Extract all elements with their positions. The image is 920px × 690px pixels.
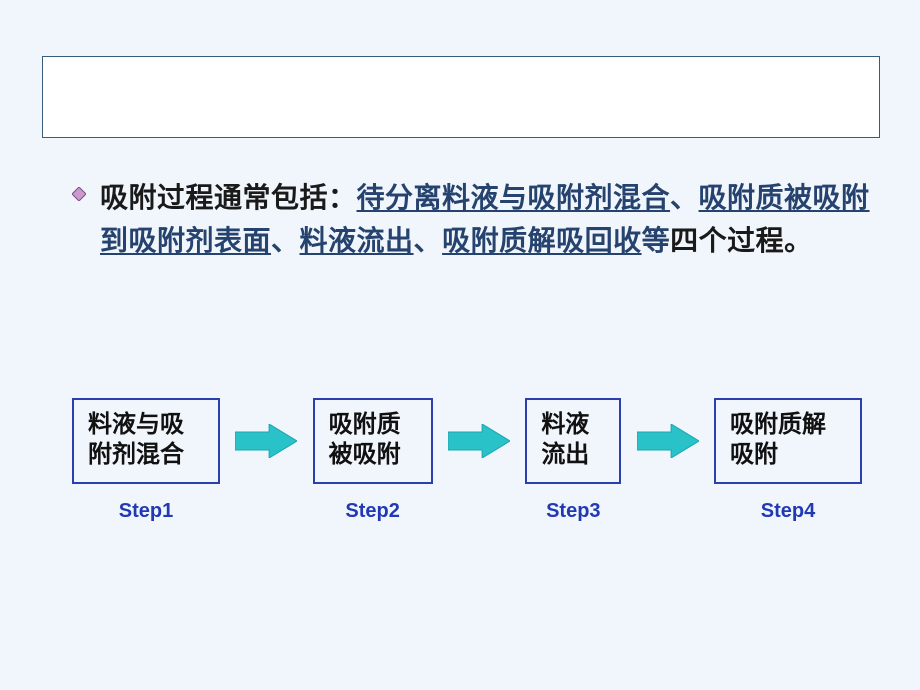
flow-node-line1: 料液与吸 [88,410,204,440]
flowchart: 料液与吸附剂混合 吸附质被吸附 料液流出 吸附质解吸附 [72,398,862,484]
arrow-right-icon [448,424,510,458]
bullet-row: 吸附过程通常包括：待分离料液与吸附剂混合、吸附质被吸附到吸附剂表面、料液流出、吸… [72,177,872,264]
underlined-term: 吸附质解吸回收 [442,226,642,257]
term-separator: 、 [670,183,699,214]
underlined-term: 待分离料液与吸附剂混合 [357,183,671,214]
paragraph-suffix: 等四个过程。 [642,226,813,257]
paragraph-text: 吸附过程通常包括：待分离料液与吸附剂混合、吸附质被吸附到吸附剂表面、料液流出、吸… [100,177,872,264]
flow-node: 料液与吸附剂混合 [72,398,220,484]
step-gap [235,500,297,523]
diamond-bullet-icon [72,177,100,201]
flow-node-line1: 吸附质 [329,410,417,440]
arrow-right-icon [637,424,699,458]
flow-node-line2: 附剂混合 [88,440,204,470]
flow-node-line2: 流出 [541,440,605,470]
step-gap [637,500,699,523]
underlined-term: 料液流出 [300,226,414,257]
flow-node: 吸附质解吸附 [714,398,862,484]
flow-node-line2: 吸附 [730,440,846,470]
flow-node-line1: 吸附质解 [730,410,846,440]
slide: 吸附过程通常包括：待分离料液与吸附剂混合、吸附质被吸附到吸附剂表面、料液流出、吸… [0,0,920,690]
term-separator: 、 [414,226,443,257]
flow-node-line1: 料液 [541,410,605,440]
title-placeholder [42,56,880,138]
step-label: Step4 [714,500,862,523]
flow-node-line2: 被吸附 [329,440,417,470]
step-label: Step1 [72,500,220,523]
arrow-right-icon [235,424,297,458]
flow-node: 吸附质被吸附 [313,398,433,484]
step-label: Step3 [525,500,621,523]
step-label: Step2 [313,500,433,523]
body-paragraph: 吸附过程通常包括：待分离料液与吸附剂混合、吸附质被吸附到吸附剂表面、料液流出、吸… [72,177,872,264]
flow-node: 料液流出 [525,398,621,484]
step-gap [448,500,510,523]
term-separator: 、 [271,226,300,257]
step-labels-row: Step1 Step2 Step3 Step4 [72,500,862,523]
paragraph-intro: 吸附过程通常包括： [100,183,357,214]
